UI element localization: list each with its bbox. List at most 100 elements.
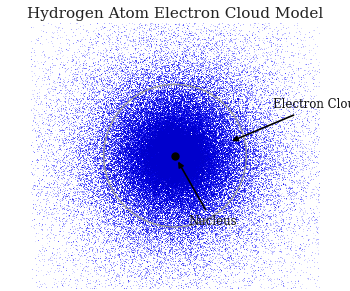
Point (186, 79, 191, 83)
Point (132, 154, 138, 158)
Point (325, 258, 330, 263)
Point (185, 95, 190, 99)
Point (60, 222, 66, 226)
Point (198, 182, 204, 187)
Point (150, 143, 156, 148)
Point (155, 139, 160, 144)
Point (170, 65, 176, 70)
Point (162, 151, 168, 155)
Point (114, 50, 120, 55)
Point (63, 180, 69, 184)
Point (268, 177, 273, 182)
Point (149, 263, 155, 267)
Point (154, 168, 159, 173)
Point (186, 223, 191, 228)
Point (194, 180, 199, 184)
Point (124, 181, 130, 185)
Point (140, 184, 146, 189)
Point (218, 156, 224, 160)
Point (169, 187, 175, 192)
Point (248, 158, 253, 162)
Point (205, 111, 211, 116)
Point (196, 143, 202, 147)
Point (164, 134, 170, 139)
Point (181, 158, 187, 163)
Point (159, 169, 164, 173)
Point (153, 114, 159, 119)
Point (61, 122, 66, 127)
Point (181, 158, 187, 162)
Point (219, 221, 224, 226)
Point (290, 255, 295, 260)
Point (222, 240, 228, 245)
Point (157, 149, 162, 154)
Point (146, 135, 151, 139)
Point (251, 191, 257, 196)
Point (236, 155, 241, 160)
Point (169, 162, 175, 167)
Point (190, 186, 196, 191)
Point (181, 162, 187, 167)
Point (167, 145, 173, 150)
Point (212, 148, 218, 152)
Point (148, 191, 154, 196)
Point (55, 211, 60, 216)
Point (113, 181, 118, 186)
Point (231, 71, 237, 76)
Point (163, 161, 169, 166)
Point (173, 143, 178, 147)
Point (162, 73, 168, 77)
Point (165, 31, 171, 36)
Point (125, 101, 131, 106)
Point (312, 214, 317, 219)
Point (272, 71, 278, 76)
Point (91, 265, 96, 269)
Point (227, 129, 233, 134)
Point (175, 124, 181, 129)
Point (69, 172, 75, 177)
Point (85, 235, 91, 239)
Point (96, 196, 102, 200)
Point (210, 215, 216, 220)
Point (153, 100, 159, 105)
Point (157, 72, 163, 77)
Point (50, 253, 56, 258)
Point (197, 137, 202, 142)
Point (88, 107, 93, 111)
Point (180, 150, 186, 155)
Point (150, 168, 156, 173)
Point (56, 48, 62, 53)
Point (181, 189, 187, 194)
Point (205, 217, 211, 222)
Point (226, 116, 231, 120)
Point (172, 150, 177, 155)
Point (68, 186, 73, 190)
Point (206, 175, 212, 180)
Point (165, 138, 171, 143)
Point (166, 163, 172, 167)
Point (192, 222, 197, 226)
Point (193, 177, 199, 182)
Point (315, 215, 320, 220)
Point (194, 152, 199, 157)
Point (191, 133, 197, 137)
Point (151, 148, 156, 153)
Point (178, 152, 184, 156)
Point (233, 157, 239, 162)
Point (205, 111, 211, 116)
Point (134, 160, 140, 165)
Point (163, 183, 168, 188)
Point (245, 155, 251, 159)
Point (167, 102, 173, 106)
Point (208, 79, 214, 84)
Point (177, 141, 183, 146)
Point (188, 207, 193, 212)
Point (240, 201, 245, 206)
Point (199, 165, 204, 169)
Point (55, 176, 61, 181)
Point (155, 203, 161, 208)
Point (145, 122, 150, 127)
Point (181, 178, 187, 182)
Point (207, 181, 213, 186)
Point (204, 171, 210, 175)
